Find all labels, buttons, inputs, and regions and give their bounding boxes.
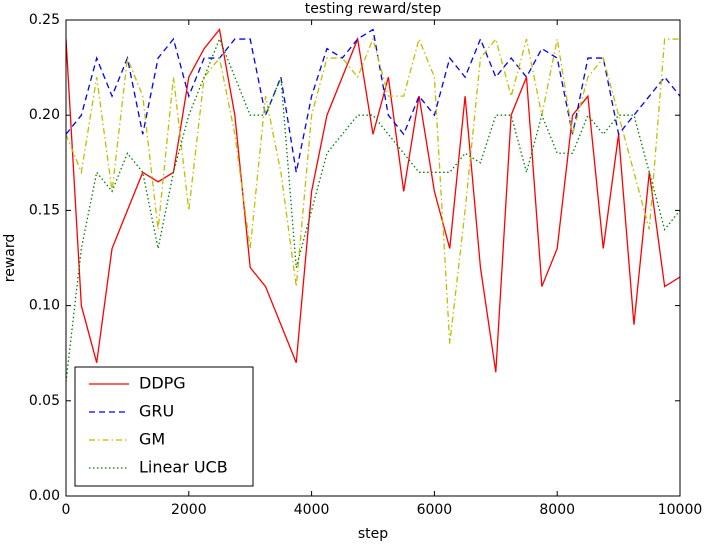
x-tick-label: 0 (62, 502, 71, 518)
legend-label: DDPG (139, 374, 186, 393)
y-tick-label: 0.25 (29, 12, 60, 28)
y-axis-label: reward (2, 234, 18, 283)
x-tick-label: 6000 (417, 502, 453, 518)
legend-label: Linear UCB (139, 458, 228, 477)
x-axis-label: step (358, 526, 388, 542)
y-tick-label: 0.00 (29, 488, 60, 504)
x-tick-label: 4000 (294, 502, 330, 518)
series-line (66, 36, 680, 344)
y-tick-label: 0.15 (29, 202, 60, 218)
y-tick-label: 0.10 (29, 298, 60, 314)
legend-box (74, 366, 254, 487)
legend-label: GM (139, 430, 165, 449)
chart-title: testing reward/step (305, 1, 442, 17)
x-tick-label: 2000 (171, 502, 207, 518)
plot-frame (65, 19, 681, 497)
series-line (66, 28, 680, 173)
x-tick-label: 10000 (658, 502, 703, 518)
legend-label: GRU (139, 402, 174, 421)
x-tick-label: 8000 (539, 502, 575, 518)
y-tick-label: 0.20 (29, 107, 60, 123)
y-tick-label: 0.05 (29, 393, 60, 409)
